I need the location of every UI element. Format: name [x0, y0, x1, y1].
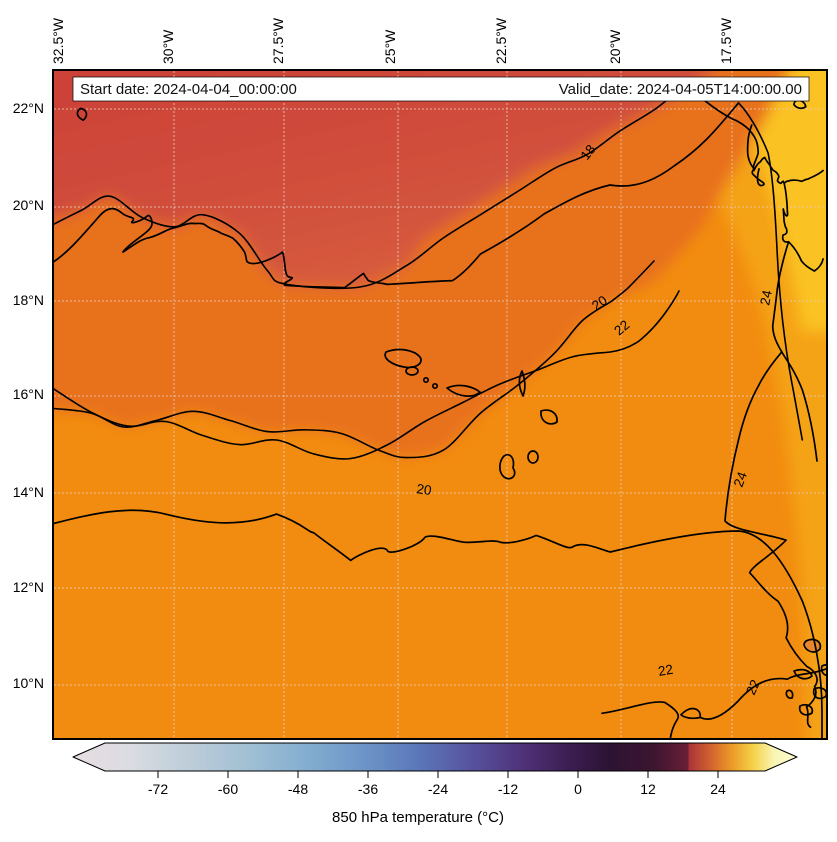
- svg-text:0: 0: [574, 781, 582, 797]
- svg-text:22: 22: [657, 662, 674, 679]
- svg-text:-48: -48: [288, 781, 308, 797]
- svg-text:24: 24: [710, 781, 726, 797]
- svg-text:Start date: 2024-04-04_00:00:0: Start date: 2024-04-04_00:00:00: [80, 81, 297, 98]
- svg-text:27.5°W: 27.5°W: [270, 17, 286, 64]
- svg-text:-72: -72: [148, 781, 168, 797]
- svg-text:12: 12: [640, 781, 656, 797]
- svg-text:22.5°W: 22.5°W: [493, 17, 509, 64]
- svg-text:-60: -60: [218, 781, 238, 797]
- svg-text:20°W: 20°W: [607, 29, 623, 64]
- svg-text:Valid_date: 2024-04-05T14:00:0: Valid_date: 2024-04-05T14:00:00.00: [559, 81, 802, 98]
- svg-text:30°W: 30°W: [160, 29, 176, 64]
- svg-text:850 hPa temperature (°C): 850 hPa temperature (°C): [332, 809, 504, 826]
- svg-text:-12: -12: [498, 781, 518, 797]
- svg-text:-24: -24: [428, 781, 448, 797]
- svg-text:-36: -36: [358, 781, 378, 797]
- svg-text:32.5°W: 32.5°W: [50, 17, 66, 64]
- svg-text:25°W: 25°W: [382, 29, 398, 64]
- svg-text:17.5°W: 17.5°W: [718, 17, 734, 64]
- svg-text:20: 20: [416, 481, 433, 498]
